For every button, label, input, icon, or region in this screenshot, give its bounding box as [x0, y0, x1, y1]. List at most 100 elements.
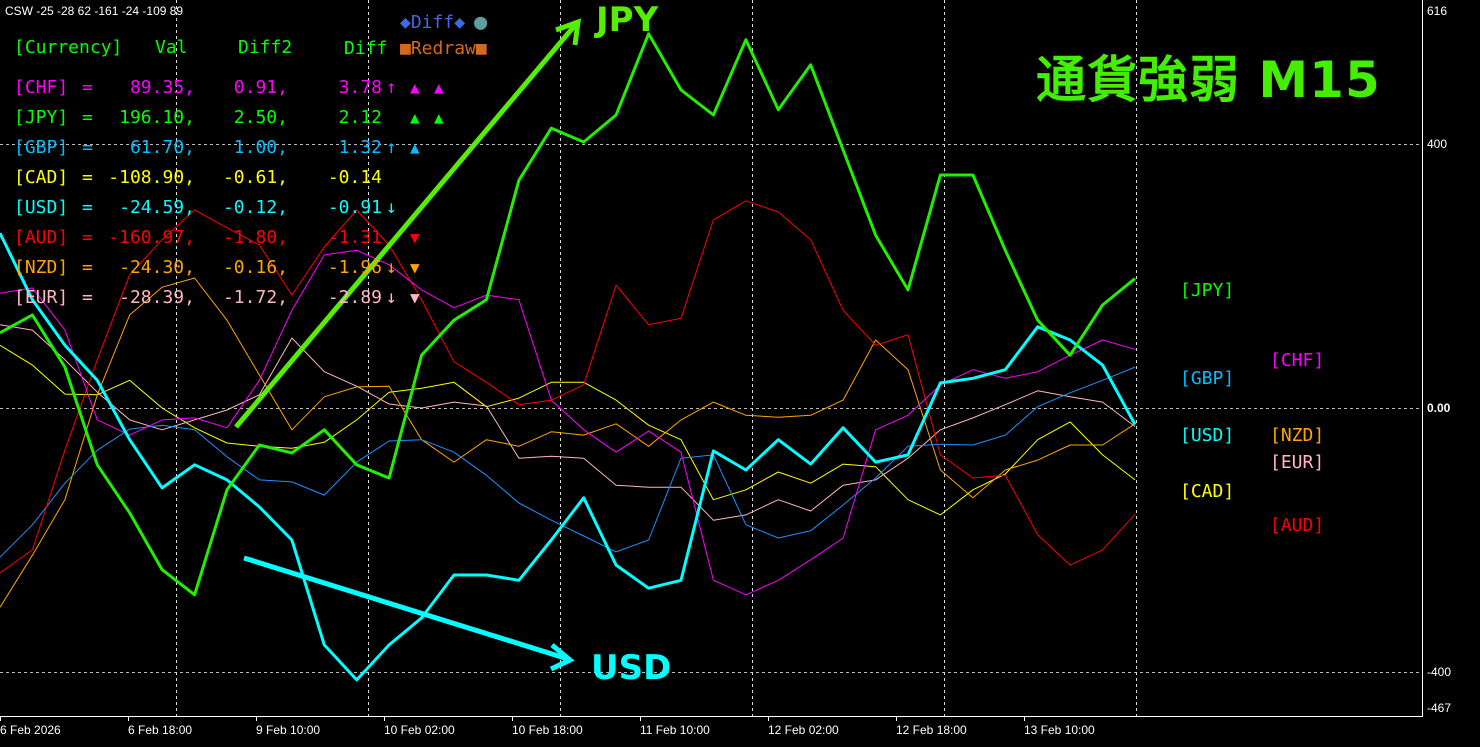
trend-triangle-icon: ▲	[410, 138, 420, 157]
equals-sign: =	[82, 197, 93, 218]
equals-sign: =	[82, 107, 93, 128]
value: -24.30	[119, 258, 195, 278]
series-line-cad	[0, 344, 1136, 516]
diamond-icon: ◆	[454, 12, 466, 33]
value: 89.35	[130, 78, 195, 98]
x-tick: 12 Feb 18:00	[896, 723, 967, 737]
circle-toggle-button[interactable]: ●	[474, 10, 488, 35]
x-tick: 10 Feb 02:00	[384, 723, 455, 737]
square-icon: ■	[400, 38, 411, 59]
x-tick: 9 Feb 10:00	[256, 723, 321, 737]
value: -160.97	[108, 228, 195, 248]
equals-sign: =	[82, 167, 93, 188]
currency-code: [JPY]	[14, 107, 69, 128]
diff2-value: -0.61	[223, 168, 288, 188]
axes	[0, 0, 1423, 717]
x-tick: 12 Feb 02:00	[768, 723, 839, 737]
currency-code: [GBP]	[14, 137, 69, 158]
y-tick: -467	[1427, 701, 1452, 715]
currency-code: [CAD]	[14, 167, 69, 188]
x-tick: 6 Feb 18:00	[128, 723, 193, 737]
trend-triangle-icon: ▼	[410, 228, 420, 247]
series-line-usd	[0, 232, 1137, 682]
currency-code: [USD]	[14, 197, 69, 218]
diff-value: -0.14	[327, 167, 382, 188]
diff-toggle-label: Diff	[410, 12, 455, 33]
header-diff2: Diff2	[238, 37, 293, 58]
diff2-value: -0.16	[223, 258, 288, 278]
diff-value: 3.78	[338, 77, 382, 98]
direction-arrow-icon: ↑	[386, 77, 397, 98]
diff-value: 2.12	[338, 107, 382, 128]
diff-toggle-button[interactable]: ◆Diff◆	[400, 12, 465, 33]
diff-value: 1.32	[338, 137, 382, 158]
label-cad: [CAD]	[1180, 481, 1235, 502]
direction-arrow-icon: ↑	[386, 137, 397, 158]
label-chf: [CHF]	[1270, 350, 1325, 371]
header-currency: [Currency]	[14, 37, 123, 58]
label-jpy: [JPY]	[1180, 280, 1235, 301]
value: -24.59	[119, 198, 195, 218]
diamond-icon: ◆	[400, 12, 411, 33]
y-tick: -400	[1427, 665, 1452, 679]
diff2-value: -1.80	[223, 228, 288, 248]
label-eur: [EUR]	[1270, 452, 1325, 473]
trend-triangle-icon: ▲	[434, 78, 444, 97]
currency-code: [EUR]	[14, 287, 69, 308]
value: -28.39	[119, 288, 195, 308]
diff2-value: -1.72	[223, 288, 288, 308]
value: -108.90	[108, 168, 195, 188]
redraw-label: Redraw	[410, 38, 476, 59]
y-tick: 400	[1427, 137, 1448, 151]
value: 61.70	[130, 138, 195, 158]
diff-value: -0.91	[327, 197, 382, 218]
equals-sign: =	[82, 77, 93, 98]
trend-triangle-icon: ▲	[410, 78, 420, 97]
currency-table: [Currency] Val Diff2 [CHF] = 89.35 0.91 3.78…	[0, 0, 470, 320]
currency-code: [AUD]	[14, 227, 69, 248]
value: 196.10	[119, 108, 195, 128]
diff-overlay-label[interactable]: Diff	[344, 38, 388, 59]
diff2-value: 0.91	[234, 78, 288, 98]
diff2-value: 2.50	[234, 108, 288, 128]
usd-trend-arrow	[243, 555, 569, 662]
series-line-jpy	[0, 32, 1136, 597]
equals-sign: =	[82, 227, 93, 248]
label-aud: [AUD]	[1270, 515, 1325, 536]
diff-value: -1.96	[327, 257, 382, 278]
y-tick: 616	[1427, 4, 1448, 18]
redraw-button[interactable]: ■Redraw■	[400, 38, 487, 59]
series-line-nzd	[0, 277, 1136, 608]
direction-arrow-icon: ↓	[386, 287, 397, 308]
diff-value: -2.89	[327, 287, 382, 308]
trend-triangle-icon: ▼	[410, 288, 420, 307]
label-gbp: [GBP]	[1180, 368, 1235, 389]
equals-sign: =	[82, 137, 93, 158]
direction-arrow-icon: ↓	[386, 197, 397, 218]
equals-sign: =	[82, 287, 93, 308]
series-line-eur	[0, 324, 1136, 521]
indicator-header: CSW -25 -28 62 -161 -24 -109 89	[5, 4, 184, 18]
x-tick: 6 Feb 2026	[0, 723, 61, 737]
y-tick: 0.00	[1427, 401, 1451, 415]
diff-value: -1.31	[327, 227, 382, 248]
currency-code: [NZD]	[14, 257, 69, 278]
jpy-annotation: JPY	[596, 0, 659, 40]
x-tick: 11 Feb 10:00	[640, 723, 710, 737]
jpy-trend-arrowhead	[555, 18, 582, 46]
trend-triangle-icon: ▲	[410, 108, 420, 127]
label-usd: [USD]	[1180, 425, 1235, 446]
usd-trend-arrowhead	[549, 643, 575, 672]
trend-annotations	[234, 18, 582, 672]
usd-annotation: USD	[591, 648, 672, 688]
direction-arrow-icon: ↓	[386, 257, 397, 278]
series-line-gbp	[0, 366, 1136, 558]
x-tick: 13 Feb 10:00	[1024, 723, 1095, 737]
header-val: Val	[155, 37, 188, 58]
square-icon: ■	[475, 38, 487, 59]
equals-sign: =	[82, 257, 93, 278]
trend-triangle-icon: ▼	[410, 258, 420, 277]
trend-triangle-icon: ▲	[434, 108, 444, 127]
diff2-value: -0.12	[223, 198, 288, 218]
